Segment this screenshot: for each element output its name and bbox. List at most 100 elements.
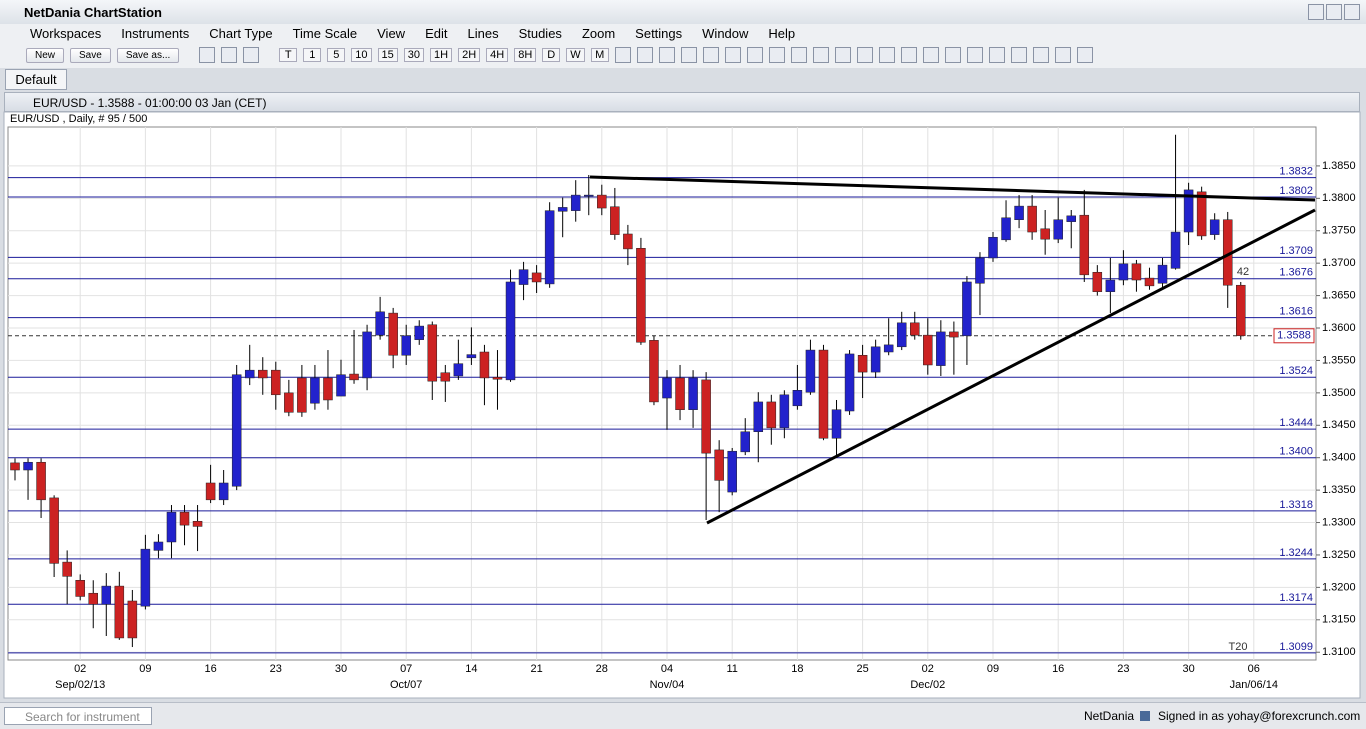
period-button[interactable]: 2H — [458, 48, 481, 62]
toolbar-button[interactable]: New — [26, 47, 65, 63]
level-label: 1.3244 — [1279, 547, 1313, 559]
menu-item[interactable]: Edit — [425, 26, 448, 41]
tool-icon[interactable] — [658, 47, 675, 63]
candle-body — [557, 207, 568, 212]
tool-icon[interactable] — [834, 47, 851, 63]
menu-item[interactable]: Lines — [467, 26, 499, 41]
candle-body — [818, 349, 829, 439]
candle-body — [714, 449, 724, 481]
candle-body — [1066, 215, 1076, 222]
app-title: NetDania ChartStation — [24, 5, 162, 20]
x-tick-label: 09 — [987, 663, 999, 675]
candle-body — [883, 344, 894, 353]
menu-item[interactable]: Workspaces — [30, 26, 102, 41]
candle-body — [1170, 231, 1181, 269]
y-tick-label: 1.3100 — [1322, 646, 1356, 658]
tool-icon[interactable] — [790, 47, 807, 63]
period-button[interactable]: 1H — [430, 48, 453, 62]
tool-icon[interactable] — [1010, 47, 1027, 63]
tool-icon[interactable] — [746, 47, 763, 63]
menu-item[interactable]: Chart Type — [209, 26, 273, 41]
menu-item[interactable]: Help — [768, 26, 796, 41]
candle-body — [1131, 263, 1142, 281]
workspace-tab[interactable]: Default — [5, 69, 67, 90]
candle-body — [349, 373, 359, 381]
tool-icon[interactable] — [1054, 47, 1071, 63]
candle-body — [88, 592, 98, 605]
x-month-label: Sep/02/13 — [55, 679, 105, 691]
period-button[interactable]: 15 — [377, 48, 398, 62]
annotation: 42 — [1237, 266, 1249, 278]
period-button[interactable]: 10 — [351, 48, 372, 62]
tool-icon[interactable] — [724, 47, 741, 63]
tool-icon[interactable] — [680, 47, 697, 63]
y-tick-label: 1.3750 — [1322, 225, 1356, 237]
tool-icon[interactable] — [768, 47, 785, 63]
menu-item[interactable]: View — [377, 26, 406, 41]
menu-item[interactable]: Time Scale — [292, 26, 358, 41]
x-month-label: Dec/02 — [910, 679, 945, 691]
candle-body — [336, 374, 346, 397]
toolbar-button[interactable]: Save as... — [116, 47, 180, 63]
candle-body — [323, 377, 333, 401]
candle-body — [1079, 214, 1090, 276]
level-label: 1.3709 — [1279, 245, 1313, 257]
x-tick-label: 16 — [1052, 663, 1064, 675]
candle-body — [49, 497, 59, 564]
search-input[interactable]: Search for instrument — [4, 707, 152, 725]
tool-icon[interactable] — [1032, 47, 1049, 63]
candle-body — [271, 369, 281, 396]
period-button[interactable]: W — [566, 48, 585, 62]
maximize-button[interactable] — [1326, 4, 1342, 20]
menu-item[interactable]: Zoom — [581, 26, 616, 41]
tool-icon[interactable] — [900, 47, 917, 63]
period-button[interactable]: D — [542, 48, 561, 62]
period-button[interactable]: 30 — [403, 48, 425, 62]
period-button[interactable]: 1 — [303, 48, 322, 62]
x-tick-label: 02 — [922, 663, 934, 675]
tool-icon[interactable] — [199, 47, 216, 63]
y-tick-label: 1.3700 — [1322, 257, 1356, 269]
tool-icon[interactable] — [243, 47, 260, 63]
candle-body — [192, 520, 203, 527]
candle-body — [414, 325, 424, 340]
x-tick-label: 28 — [596, 663, 608, 675]
level-label: 1.3524 — [1279, 365, 1313, 377]
y-tick-label: 1.3200 — [1322, 581, 1356, 593]
tool-icon[interactable] — [988, 47, 1005, 63]
toolbar-button[interactable]: Save — [70, 47, 111, 63]
tool-icon[interactable] — [856, 47, 873, 63]
x-tick-label: 06 — [1248, 663, 1260, 675]
candle-body — [231, 374, 242, 487]
candle-body — [1118, 263, 1129, 281]
tool-icon[interactable] — [702, 47, 719, 63]
level-label: 1.3444 — [1279, 417, 1313, 429]
period-button[interactable]: 8H — [514, 48, 537, 62]
candle-body — [127, 600, 138, 639]
period-button[interactable]: T — [279, 48, 298, 62]
menu-item[interactable]: Window — [702, 26, 749, 41]
period-button[interactable]: 5 — [327, 48, 346, 62]
period-button[interactable]: M — [590, 48, 609, 62]
menu-item[interactable]: Settings — [635, 26, 683, 41]
menu-item[interactable]: Studies — [518, 26, 562, 41]
tool-icon[interactable] — [221, 47, 238, 63]
menu-item[interactable]: Instruments — [121, 26, 190, 41]
tool-icon[interactable] — [614, 47, 631, 63]
tool-icon[interactable] — [878, 47, 895, 63]
tool-icon[interactable] — [812, 47, 829, 63]
tool-icon[interactable] — [1076, 47, 1093, 63]
close-button[interactable] — [1344, 4, 1360, 20]
candle-body — [375, 311, 385, 336]
y-tick-label: 1.3600 — [1322, 322, 1356, 334]
tool-icon[interactable] — [636, 47, 653, 63]
candle-body — [544, 210, 555, 285]
tool-icon[interactable] — [922, 47, 939, 63]
tool-icon[interactable] — [944, 47, 961, 63]
minimize-button[interactable] — [1308, 4, 1324, 20]
candle-body — [453, 363, 464, 377]
period-button[interactable]: 4H — [486, 48, 509, 62]
candle-body — [766, 401, 777, 429]
level-label: 1.3174 — [1279, 592, 1313, 604]
tool-icon[interactable] — [966, 47, 983, 63]
